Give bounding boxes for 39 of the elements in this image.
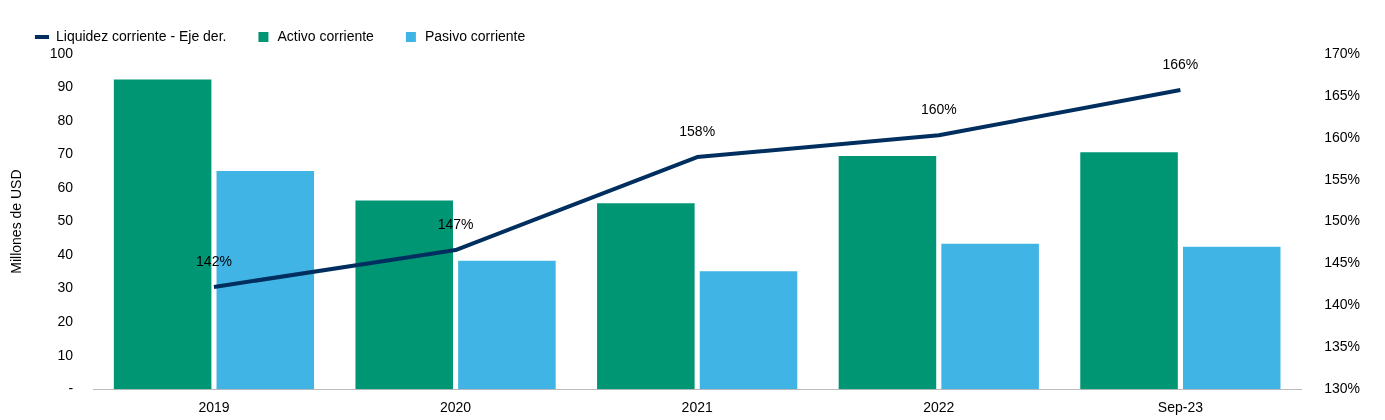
y2-tick-label: 165% [1324,86,1361,103]
y2-tick-label: 170% [1324,44,1361,61]
y-tick-label: 80 [57,111,74,128]
y-tick-label: 90 [57,78,74,95]
y-tick-label: 60 [57,178,74,195]
y-tick-label: 50 [57,212,74,229]
y-tick-label: 100 [49,44,74,61]
y-axis-title: Millones de USD [8,169,25,274]
y-tick-label: 20 [57,313,74,330]
y2-tick-label: 130% [1324,380,1361,397]
bar [597,203,695,390]
y2-tick-label: 145% [1324,254,1361,271]
y-tick-label: - [68,380,74,397]
y-tick-label: 40 [57,245,74,262]
y-tick-label: 30 [57,279,74,296]
y2-tick-label: 155% [1324,170,1361,187]
bar [458,260,556,390]
legend-label: Liquidez corriente - Eje der. [56,27,227,44]
x-tick-label: 2021 [681,399,713,416]
y-tick-label: 70 [57,145,74,162]
y-tick-label: 10 [57,346,74,363]
data-label: 158% [679,122,716,139]
bar [1080,152,1178,390]
y2-tick-label: 135% [1324,338,1361,355]
y2-tick-label: 140% [1324,296,1361,313]
x-tick-label: 2022 [923,399,955,416]
x-tick-label: 2020 [439,399,472,416]
bar [1182,246,1281,390]
legend-label: Activo corriente [277,27,375,44]
bar [838,155,937,390]
y2-tick-label: 160% [1324,128,1361,145]
bar [699,271,798,390]
data-label: 166% [1162,55,1199,72]
legend-label: Pasivo corriente [424,27,526,44]
data-label: 160% [920,101,957,118]
y2-tick-label: 150% [1324,212,1361,229]
x-tick-label: Sep-23 [1157,399,1204,416]
x-tick-label: 2019 [198,399,230,416]
bar [941,243,1039,390]
